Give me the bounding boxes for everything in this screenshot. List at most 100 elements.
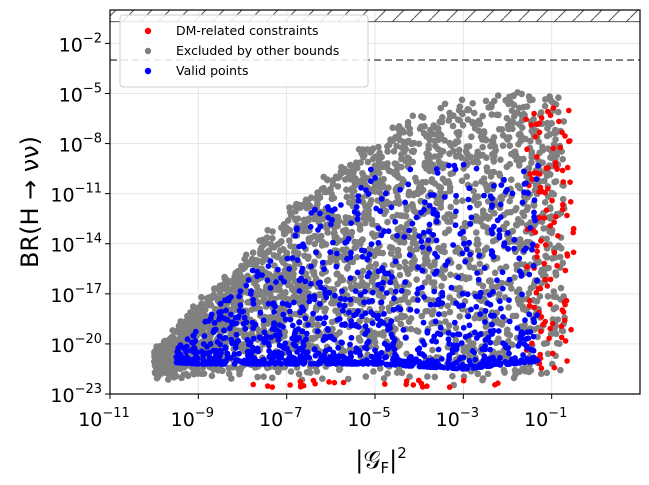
valid-point bbox=[347, 341, 353, 348]
y-tick-exponent: −8 bbox=[83, 132, 102, 147]
valid-point bbox=[390, 306, 397, 313]
excluded-point bbox=[503, 163, 511, 171]
valid-point bbox=[329, 353, 336, 360]
x-axis-label-sub: F bbox=[380, 459, 389, 477]
valid-point bbox=[221, 327, 227, 334]
excluded-point bbox=[348, 193, 356, 200]
valid-point bbox=[499, 269, 506, 276]
valid-point bbox=[435, 346, 442, 353]
valid-point bbox=[481, 353, 488, 360]
valid-point bbox=[452, 166, 459, 173]
valid-point bbox=[345, 357, 352, 364]
valid-point bbox=[512, 360, 519, 367]
excluded-point bbox=[211, 285, 218, 293]
valid-point bbox=[397, 186, 403, 193]
valid-point bbox=[406, 362, 413, 369]
excluded-point bbox=[459, 197, 466, 204]
excluded-point bbox=[522, 135, 529, 143]
valid-point bbox=[457, 364, 464, 370]
valid-point bbox=[269, 357, 276, 364]
valid-point bbox=[235, 313, 242, 320]
excluded-point bbox=[375, 292, 383, 299]
excluded-point bbox=[476, 260, 484, 268]
excluded-point bbox=[177, 318, 184, 325]
excluded-point bbox=[559, 195, 567, 203]
x-tick-base: 10 bbox=[436, 409, 460, 431]
excluded-point bbox=[164, 376, 172, 383]
dm-point bbox=[560, 201, 566, 208]
valid-point bbox=[452, 365, 458, 372]
valid-point bbox=[317, 210, 323, 217]
excluded-point bbox=[508, 150, 515, 158]
valid-point bbox=[300, 360, 307, 367]
dm-point bbox=[541, 215, 548, 221]
excluded-point bbox=[431, 279, 438, 286]
valid-point bbox=[236, 293, 243, 300]
valid-point bbox=[379, 285, 385, 292]
valid-point bbox=[516, 255, 523, 262]
valid-point bbox=[182, 359, 189, 366]
valid-point bbox=[439, 293, 446, 299]
excluded-point bbox=[162, 356, 169, 363]
excluded-point bbox=[311, 240, 319, 248]
excluded-point bbox=[455, 146, 463, 154]
valid-point bbox=[325, 206, 332, 213]
excluded-point bbox=[295, 370, 303, 378]
valid-point bbox=[482, 337, 489, 343]
valid-point bbox=[460, 229, 466, 235]
valid-point bbox=[446, 162, 452, 169]
excluded-point bbox=[269, 235, 276, 242]
excluded-point bbox=[418, 312, 426, 320]
valid-point bbox=[369, 320, 376, 327]
excluded-point bbox=[400, 128, 408, 136]
valid-point bbox=[218, 308, 225, 315]
valid-point bbox=[359, 360, 365, 367]
excluded-point bbox=[480, 128, 488, 135]
valid-point bbox=[365, 338, 372, 345]
excluded-point bbox=[227, 330, 235, 338]
valid-point bbox=[473, 165, 480, 172]
valid-point bbox=[355, 308, 361, 314]
excluded-point bbox=[384, 148, 391, 155]
excluded-point bbox=[353, 253, 361, 261]
excluded-point bbox=[449, 372, 456, 380]
valid-point bbox=[338, 202, 344, 208]
valid-point bbox=[344, 256, 350, 262]
dm-point bbox=[536, 120, 543, 126]
excluded-point bbox=[329, 180, 337, 188]
dm-point bbox=[542, 276, 548, 283]
valid-point bbox=[498, 182, 505, 189]
excluded-point bbox=[523, 103, 531, 110]
dm-point bbox=[410, 382, 417, 388]
valid-point bbox=[233, 331, 240, 338]
excluded-point bbox=[288, 212, 295, 219]
valid-point bbox=[461, 240, 467, 247]
excluded-point bbox=[506, 197, 513, 205]
excluded-point bbox=[314, 189, 322, 196]
excluded-point bbox=[380, 375, 388, 382]
x-axis-label-suffix: | bbox=[389, 446, 397, 474]
valid-point bbox=[351, 312, 357, 319]
valid-point bbox=[308, 281, 314, 287]
valid-point bbox=[340, 307, 346, 314]
excluded-point bbox=[384, 143, 391, 150]
valid-point bbox=[490, 327, 497, 334]
dm-point bbox=[331, 379, 338, 386]
valid-point bbox=[271, 350, 278, 357]
excluded-point bbox=[461, 223, 468, 231]
excluded-point bbox=[410, 226, 418, 234]
valid-point bbox=[413, 214, 420, 221]
valid-point bbox=[292, 343, 299, 349]
valid-point bbox=[506, 276, 513, 283]
excluded-point bbox=[290, 265, 298, 272]
excluded-point bbox=[553, 152, 561, 159]
x-tick-exponent: −3 bbox=[460, 406, 479, 421]
dm-point bbox=[264, 383, 271, 389]
excluded-point bbox=[519, 124, 526, 131]
valid-point bbox=[487, 312, 494, 319]
excluded-point bbox=[369, 230, 376, 237]
legend-box bbox=[119, 14, 369, 88]
valid-point bbox=[439, 300, 446, 307]
excluded-point bbox=[370, 368, 377, 375]
